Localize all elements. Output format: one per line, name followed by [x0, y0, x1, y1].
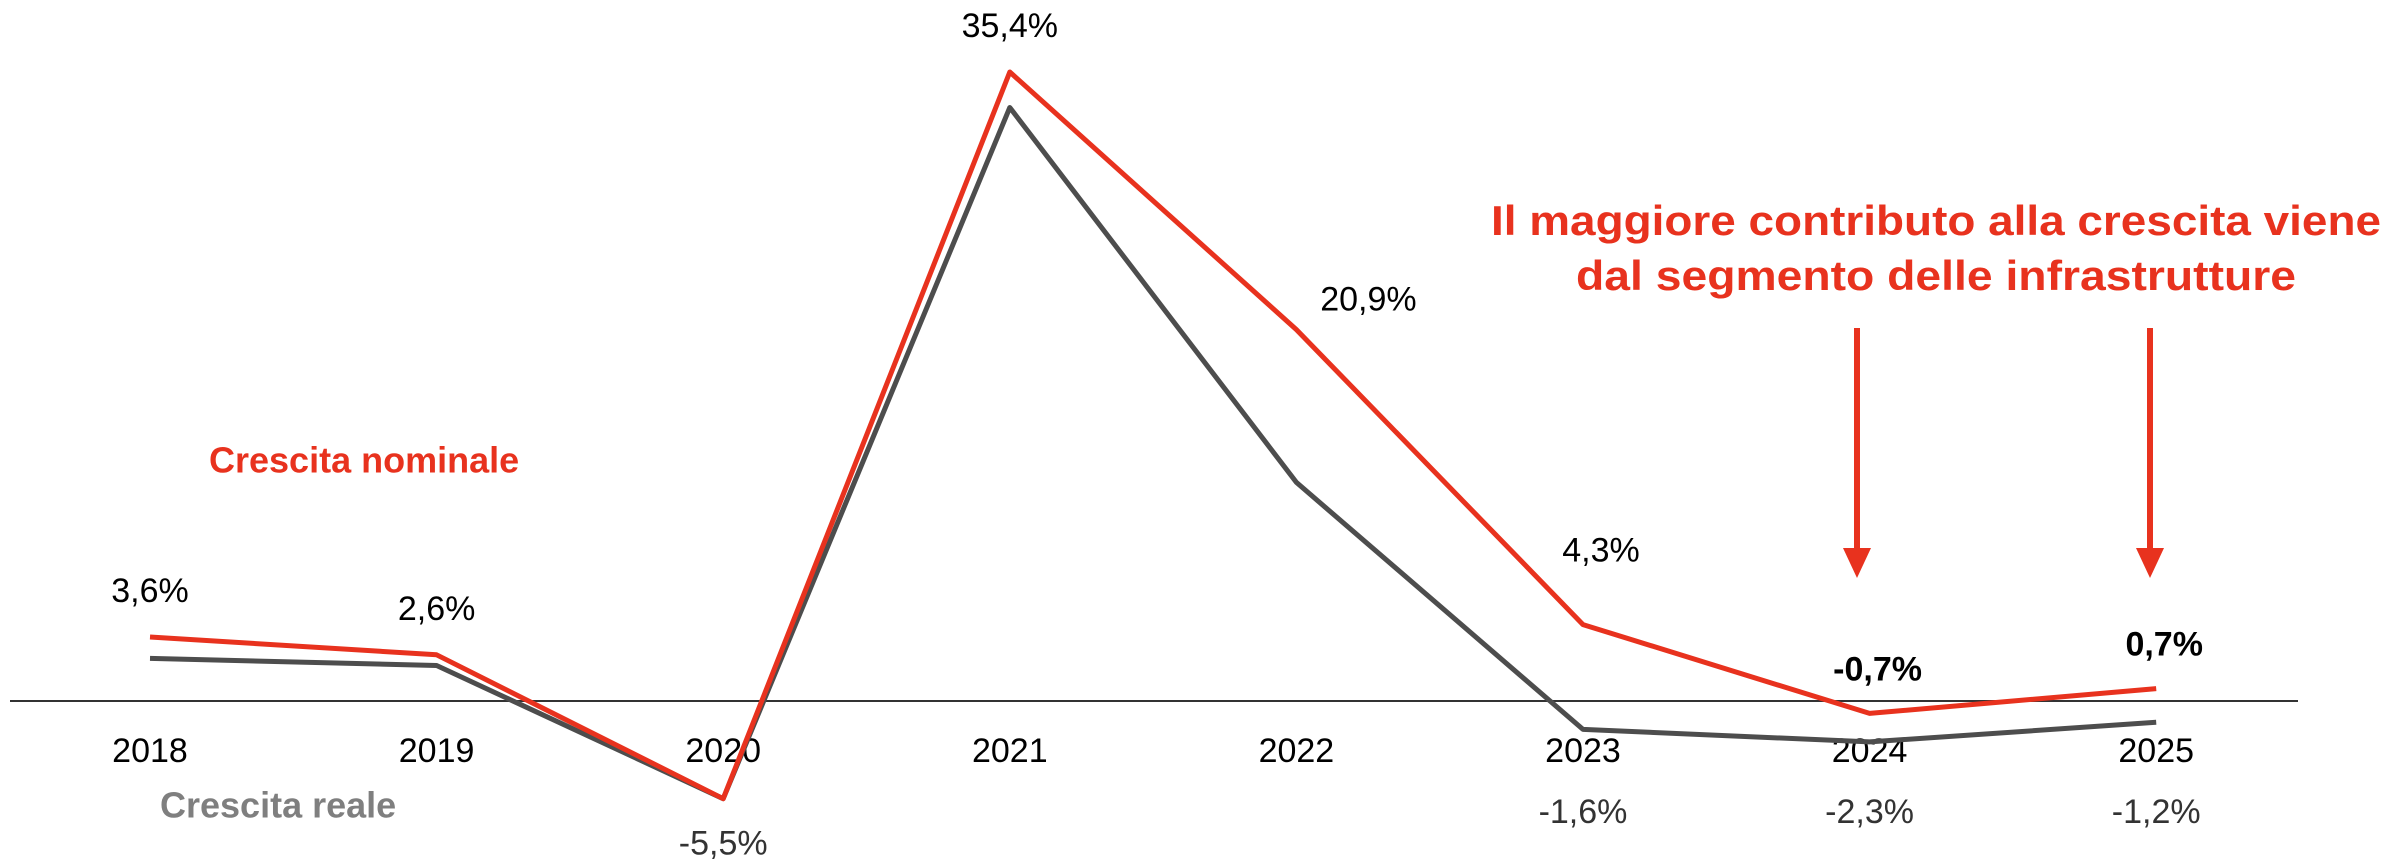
x-tick-label: 2023 — [1545, 732, 1621, 770]
x-tick-label: 2021 — [972, 732, 1048, 770]
data-label: -1,6% — [1539, 793, 1628, 831]
series-line — [149, 105, 2157, 802]
arrow-head — [2136, 548, 2164, 578]
arrow-head — [1843, 548, 1871, 578]
annotation-arrows — [1843, 328, 2164, 578]
data-label: 20,9% — [1320, 281, 1416, 319]
data-label: 2,6% — [398, 590, 476, 628]
x-tick-label: 2019 — [399, 732, 475, 770]
annotation: Il maggiore contributo alla crescita vie… — [1491, 197, 2381, 244]
legend-label: Crescita reale — [160, 785, 396, 826]
series-line — [149, 69, 2157, 802]
data-label: -5,5% — [679, 825, 768, 861]
data-label: 0,7% — [2125, 626, 2203, 664]
legend-label: Crescita nominale — [209, 440, 519, 481]
annotation: dal segmento delle infrastrutture — [1576, 252, 2296, 299]
x-tick-label: 2022 — [1259, 732, 1335, 770]
data-label: -1,2% — [2112, 793, 2201, 831]
data-label: -0,7% — [1833, 650, 1922, 688]
x-tick-label: 2025 — [2118, 732, 2194, 770]
data-label: 4,3% — [1562, 532, 1640, 570]
x-tick-label: 2018 — [112, 732, 188, 770]
data-label: 3,6% — [111, 572, 189, 610]
data-label: -2,3% — [1825, 793, 1914, 831]
data-label: 35,4% — [962, 7, 1058, 45]
